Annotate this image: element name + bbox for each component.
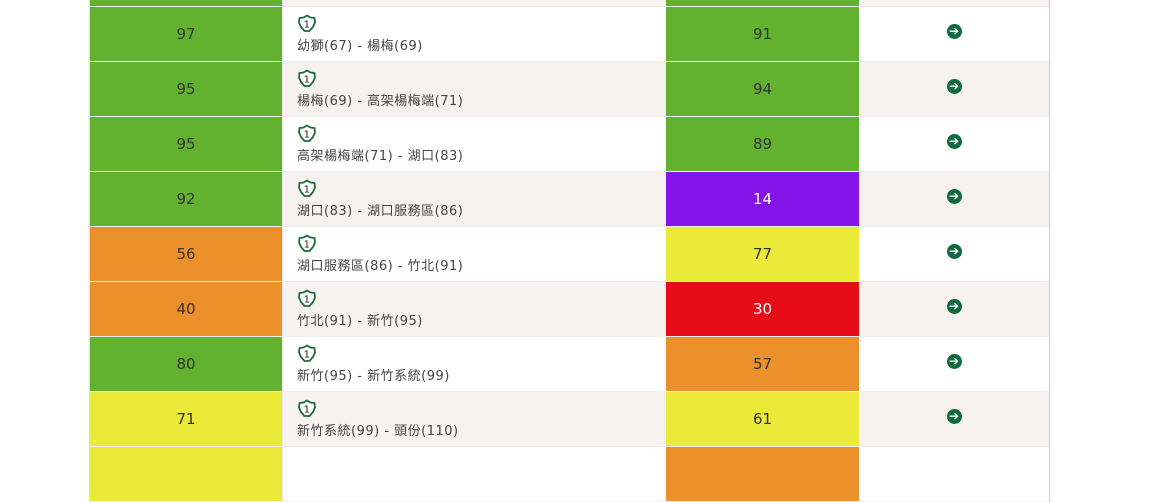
speed-cell-direction-b bbox=[666, 447, 859, 501]
section-cell: 1 湖口服務區(86) - 竹北(91) bbox=[283, 227, 666, 281]
detail-cell: ➔ bbox=[859, 392, 1049, 446]
speed-cell-direction-b: 89 bbox=[666, 117, 859, 171]
svg-text:1: 1 bbox=[304, 20, 311, 31]
section-cell: 1 湖口(83) - 湖口服務區(86) bbox=[283, 172, 666, 226]
speed-value: 91 bbox=[752, 25, 773, 43]
speed-value: 14 bbox=[752, 190, 773, 208]
arrow-circle-right-icon[interactable]: ➔ bbox=[946, 409, 962, 424]
speed-value: 30 bbox=[752, 300, 773, 318]
section-cell: 1 竹北(91) - 新竹(95) bbox=[283, 282, 666, 336]
table-row bbox=[90, 447, 1049, 502]
speed-value: 92 bbox=[176, 190, 196, 208]
national-freeway-1-shield-icon: 1 bbox=[298, 14, 316, 32]
section-name: 湖口(83) - 湖口服務區(86) bbox=[297, 204, 464, 219]
arrow-circle-right-icon[interactable]: ➔ bbox=[946, 244, 962, 259]
arrow-circle-right-icon[interactable]: ➔ bbox=[946, 134, 962, 149]
svg-text:1: 1 bbox=[304, 75, 311, 86]
speed-cell-direction-b: 77 bbox=[666, 227, 859, 281]
speed-value: 57 bbox=[752, 355, 773, 373]
speed-value: 89 bbox=[752, 135, 773, 153]
table-row bbox=[90, 0, 1049, 7]
speed-cell-direction-b: 14 bbox=[666, 172, 859, 226]
detail-cell: ➔ bbox=[859, 282, 1049, 336]
detail-cell bbox=[859, 447, 1049, 501]
section-name: 湖口服務區(86) - 竹北(91) bbox=[297, 259, 464, 274]
speed-cell-direction-b: 94 bbox=[666, 62, 859, 116]
svg-text:1: 1 bbox=[304, 130, 311, 141]
arrow-circle-right-icon[interactable]: ➔ bbox=[946, 24, 962, 39]
speed-cell-direction-a: 95 bbox=[90, 117, 283, 171]
national-freeway-1-shield-icon: 1 bbox=[298, 124, 316, 142]
table-row: 92 1 湖口(83) - 湖口服務區(86) 14 ➔ bbox=[90, 172, 1049, 227]
speed-value: 97 bbox=[176, 25, 196, 43]
arrow-circle-right-icon[interactable]: ➔ bbox=[946, 299, 962, 314]
detail-cell: ➔ bbox=[859, 62, 1049, 116]
table-row: 56 1 湖口服務區(86) - 竹北(91) 77 ➔ bbox=[90, 227, 1049, 282]
detail-cell: ➔ bbox=[859, 117, 1049, 171]
section-cell: 1 幼獅(67) - 楊梅(69) bbox=[283, 7, 666, 61]
section-name: 新竹系統(99) - 頭份(110) bbox=[297, 424, 459, 439]
table-row: 97 1 幼獅(67) - 楊梅(69) 91 ➔ bbox=[90, 7, 1049, 62]
svg-text:1: 1 bbox=[304, 405, 311, 416]
speed-cell-direction-b: 91 bbox=[666, 7, 859, 61]
speed-value: 95 bbox=[176, 135, 196, 153]
national-freeway-1-shield-icon: 1 bbox=[298, 179, 316, 197]
speed-value: 40 bbox=[176, 300, 196, 318]
svg-text:1: 1 bbox=[304, 295, 311, 306]
svg-text:1: 1 bbox=[304, 240, 311, 251]
table-row: 95 1 楊梅(69) - 高架楊梅端(71) 94 ➔ bbox=[90, 62, 1049, 117]
national-freeway-1-shield-icon: 1 bbox=[298, 344, 316, 362]
speed-cell-direction-a: 71 bbox=[90, 392, 283, 446]
arrow-circle-right-icon[interactable]: ➔ bbox=[946, 354, 962, 369]
speed-cell-direction-a: 80 bbox=[90, 337, 283, 391]
section-cell bbox=[283, 447, 666, 501]
section-name: 楊梅(69) - 高架楊梅端(71) bbox=[297, 94, 464, 109]
speed-cell-direction-a: 97 bbox=[90, 7, 283, 61]
section-cell bbox=[283, 0, 666, 6]
speed-cell-direction-b: 57 bbox=[666, 337, 859, 391]
traffic-speed-table: 97 1 幼獅(67) - 楊梅(69) 91 ➔ 95 1 楊梅(69) - 高架楊梅端(7… bbox=[89, 0, 1050, 502]
speed-value: 77 bbox=[752, 245, 773, 263]
national-freeway-1-shield-icon: 1 bbox=[298, 289, 316, 307]
speed-value: 61 bbox=[752, 410, 773, 428]
speed-value: 71 bbox=[176, 410, 196, 428]
section-cell: 1 高架楊梅端(71) - 湖口(83) bbox=[283, 117, 666, 171]
speed-value: 95 bbox=[176, 80, 196, 98]
speed-value: 94 bbox=[752, 80, 773, 98]
national-freeway-1-shield-icon: 1 bbox=[298, 399, 316, 417]
speed-cell-direction-a: 40 bbox=[90, 282, 283, 336]
table-row: 95 1 高架楊梅端(71) - 湖口(83) 89 ➔ bbox=[90, 117, 1049, 172]
section-name: 高架楊梅端(71) - 湖口(83) bbox=[297, 149, 464, 164]
national-freeway-1-shield-icon: 1 bbox=[298, 69, 316, 87]
speed-cell-direction-a bbox=[90, 0, 283, 6]
speed-value: 56 bbox=[176, 245, 196, 263]
speed-value: 80 bbox=[176, 355, 196, 373]
section-name: 幼獅(67) - 楊梅(69) bbox=[297, 39, 423, 54]
speed-cell-direction-a bbox=[90, 447, 283, 501]
arrow-circle-right-icon[interactable]: ➔ bbox=[946, 189, 962, 204]
section-name: 竹北(91) - 新竹(95) bbox=[297, 314, 423, 329]
detail-cell: ➔ bbox=[859, 227, 1049, 281]
detail-cell: ➔ bbox=[859, 172, 1049, 226]
table-row: 40 1 竹北(91) - 新竹(95) 30 ➔ bbox=[90, 282, 1049, 337]
speed-cell-direction-a: 92 bbox=[90, 172, 283, 226]
detail-cell: ➔ bbox=[859, 7, 1049, 61]
section-name: 新竹(95) - 新竹系統(99) bbox=[297, 369, 450, 384]
speed-cell-direction-b: 61 bbox=[666, 392, 859, 446]
section-cell: 1 楊梅(69) - 高架楊梅端(71) bbox=[283, 62, 666, 116]
table-row: 80 1 新竹(95) - 新竹系統(99) 57 ➔ bbox=[90, 337, 1049, 392]
detail-cell: ➔ bbox=[859, 337, 1049, 391]
detail-cell bbox=[859, 0, 1049, 6]
speed-cell-direction-a: 56 bbox=[90, 227, 283, 281]
arrow-circle-right-icon[interactable]: ➔ bbox=[946, 79, 962, 94]
svg-text:1: 1 bbox=[304, 350, 311, 361]
speed-cell-direction-b bbox=[666, 0, 859, 6]
section-cell: 1 新竹(95) - 新竹系統(99) bbox=[283, 337, 666, 391]
speed-cell-direction-b: 30 bbox=[666, 282, 859, 336]
national-freeway-1-shield-icon: 1 bbox=[298, 234, 316, 252]
svg-text:1: 1 bbox=[304, 185, 311, 196]
table-row: 71 1 新竹系統(99) - 頭份(110) 61 ➔ bbox=[90, 392, 1049, 447]
speed-cell-direction-a: 95 bbox=[90, 62, 283, 116]
section-cell: 1 新竹系統(99) - 頭份(110) bbox=[283, 392, 666, 446]
